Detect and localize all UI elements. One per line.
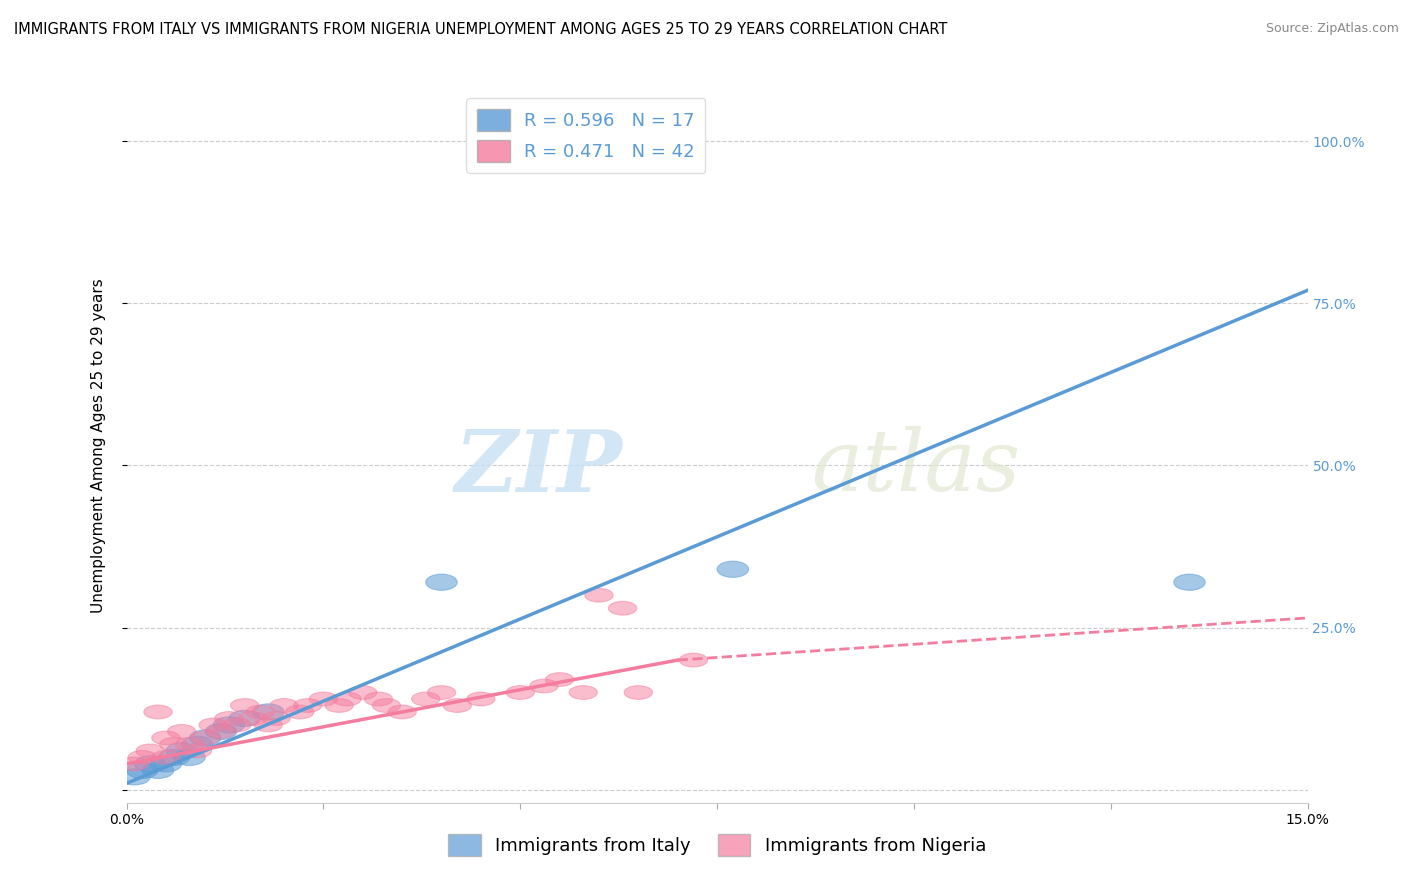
Ellipse shape: [364, 692, 392, 706]
Ellipse shape: [136, 744, 165, 758]
Ellipse shape: [205, 723, 236, 739]
Ellipse shape: [118, 769, 150, 785]
Ellipse shape: [191, 731, 219, 745]
Ellipse shape: [349, 686, 377, 699]
Ellipse shape: [1174, 574, 1205, 591]
Ellipse shape: [160, 738, 188, 751]
Ellipse shape: [167, 724, 195, 739]
Ellipse shape: [222, 718, 250, 731]
Ellipse shape: [388, 705, 416, 719]
Legend: Immigrants from Italy, Immigrants from Nigeria: Immigrants from Italy, Immigrants from N…: [439, 825, 995, 865]
Text: Source: ZipAtlas.com: Source: ZipAtlas.com: [1265, 22, 1399, 36]
Ellipse shape: [127, 763, 157, 779]
Ellipse shape: [181, 736, 214, 753]
Ellipse shape: [467, 692, 495, 706]
Ellipse shape: [609, 601, 637, 615]
Ellipse shape: [254, 718, 283, 731]
Ellipse shape: [285, 705, 314, 719]
Ellipse shape: [427, 686, 456, 699]
Ellipse shape: [152, 750, 180, 764]
Ellipse shape: [207, 724, 235, 739]
Ellipse shape: [128, 750, 156, 764]
Text: IMMIGRANTS FROM ITALY VS IMMIGRANTS FROM NIGERIA UNEMPLOYMENT AMONG AGES 25 TO 2: IMMIGRANTS FROM ITALY VS IMMIGRANTS FROM…: [14, 22, 948, 37]
Y-axis label: Unemployment Among Ages 25 to 29 years: Unemployment Among Ages 25 to 29 years: [91, 278, 105, 614]
Ellipse shape: [443, 698, 471, 713]
Ellipse shape: [214, 717, 245, 733]
Ellipse shape: [585, 589, 613, 602]
Ellipse shape: [325, 698, 353, 713]
Ellipse shape: [506, 686, 534, 699]
Ellipse shape: [546, 673, 574, 687]
Ellipse shape: [239, 712, 267, 725]
Ellipse shape: [412, 692, 440, 706]
Ellipse shape: [426, 574, 457, 591]
Ellipse shape: [270, 698, 298, 713]
Ellipse shape: [246, 705, 274, 719]
Text: ZIP: ZIP: [454, 425, 623, 509]
Ellipse shape: [333, 692, 361, 706]
Ellipse shape: [624, 686, 652, 699]
Ellipse shape: [143, 705, 172, 719]
Ellipse shape: [215, 712, 243, 725]
Ellipse shape: [150, 756, 181, 772]
Ellipse shape: [190, 730, 221, 746]
Ellipse shape: [229, 710, 260, 727]
Ellipse shape: [200, 718, 228, 731]
Ellipse shape: [135, 756, 166, 772]
Ellipse shape: [176, 738, 204, 751]
Ellipse shape: [166, 743, 197, 759]
Ellipse shape: [679, 653, 707, 667]
Ellipse shape: [231, 698, 259, 713]
Ellipse shape: [253, 704, 284, 720]
Ellipse shape: [530, 679, 558, 693]
Ellipse shape: [157, 749, 190, 765]
Ellipse shape: [152, 731, 180, 745]
Text: atlas: atlas: [811, 426, 1021, 508]
Ellipse shape: [142, 763, 174, 779]
Ellipse shape: [174, 749, 205, 765]
Ellipse shape: [309, 692, 337, 706]
Ellipse shape: [569, 686, 598, 699]
Ellipse shape: [373, 698, 401, 713]
Ellipse shape: [121, 757, 149, 771]
Ellipse shape: [262, 712, 290, 725]
Ellipse shape: [717, 561, 748, 577]
Ellipse shape: [183, 744, 211, 758]
Ellipse shape: [294, 698, 322, 713]
